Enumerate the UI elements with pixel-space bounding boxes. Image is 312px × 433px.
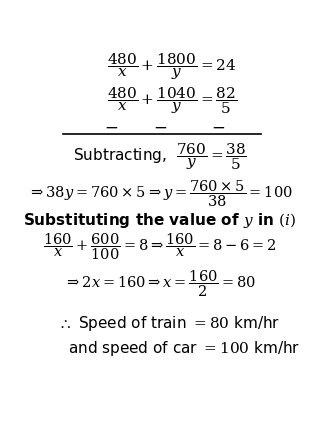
Text: $-$: $-$ [105,118,119,136]
Text: $-$: $-$ [211,118,225,136]
Text: Subtracting,  $\dfrac{760}{y} = \dfrac{38}{5}$: Subtracting, $\dfrac{760}{y} = \dfrac{38… [73,142,247,172]
Text: $\therefore$ Speed of train $= 80$ km/hr: $\therefore$ Speed of train $= 80$ km/hr [58,314,280,333]
Text: $-$: $-$ [153,118,167,136]
Text: $\dfrac{480}{x} + \dfrac{1800}{y} = 24$: $\dfrac{480}{x} + \dfrac{1800}{y} = 24$ [107,52,237,82]
Text: $\Rightarrow 38y = 760 \times 5 \Rightarrow y = \dfrac{760 \times 5}{38} = 100$: $\Rightarrow 38y = 760 \times 5 \Rightar… [27,178,292,209]
Text: $\Rightarrow 2x = 160 \Rightarrow x = \dfrac{160}{2} = 80$: $\Rightarrow 2x = 160 \Rightarrow x = \d… [64,268,256,299]
Text: $\dfrac{160}{x} + \dfrac{600}{100} = 8 \Rightarrow \dfrac{160}{x} = 8 - 6 = 2$: $\dfrac{160}{x} + \dfrac{600}{100} = 8 \… [43,232,277,262]
Text: and speed of car $= 100$ km/hr: and speed of car $= 100$ km/hr [68,339,300,358]
Text: Substituting the value of $y$ in $(i)$: Substituting the value of $y$ in $(i)$ [23,211,296,230]
Text: $\dfrac{480}{x} + \dfrac{1040}{y} = \dfrac{82}{5}$: $\dfrac{480}{x} + \dfrac{1040}{y} = \dfr… [107,85,237,116]
